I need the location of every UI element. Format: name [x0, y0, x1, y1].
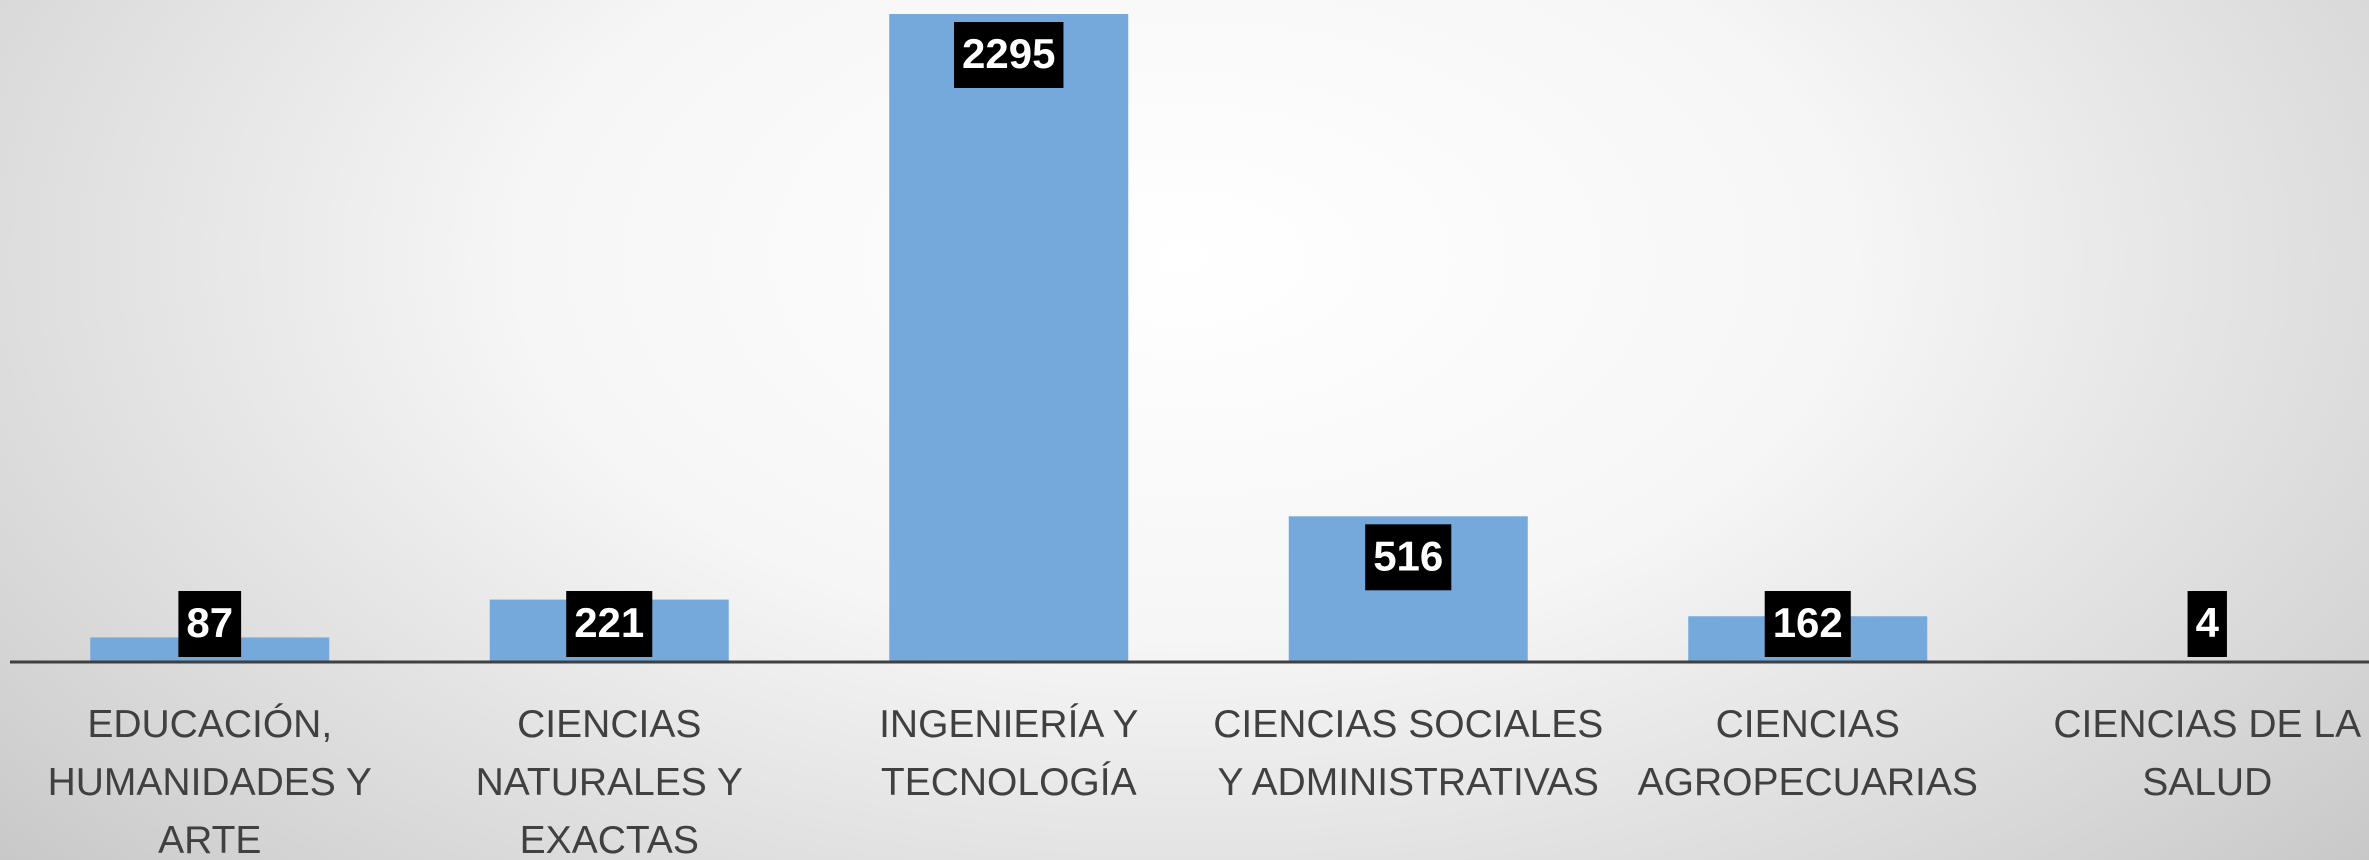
data-label: 221: [566, 591, 653, 657]
data-label: 87: [178, 591, 242, 657]
x-tick-label: CIENCIAS AGROPECUARIAS: [1637, 703, 1978, 804]
data-label-text: 2295: [962, 30, 1055, 77]
data-label-box: [1764, 591, 1851, 657]
data-label-text: 87: [186, 599, 233, 646]
data-label: 4: [2187, 591, 2227, 657]
data-label: 2295: [954, 22, 1064, 88]
x-tick-label: CIENCIAS NATURALES Y EXACTAS: [475, 703, 743, 860]
data-label: 162: [1764, 591, 1851, 657]
data-label-box: [2187, 591, 2227, 657]
data-label-box: [954, 22, 1064, 88]
data-label-text: 4: [2196, 599, 2220, 646]
data-label-text: 221: [574, 599, 644, 646]
data-label-box: [178, 591, 242, 657]
x-tick-label: CIENCIAS DE LA SALUD: [2053, 703, 2362, 804]
bar: [889, 14, 1129, 662]
x-tick-label: INGENIERÍA Y TECNOLOGÍA: [879, 703, 1139, 804]
data-label: 516: [1365, 524, 1452, 591]
data-label-box: [566, 591, 653, 657]
x-tick-label: CIENCIAS SOCIALES Y ADMINISTRATIVAS: [1213, 703, 1604, 804]
x-tick-label: EDUCACIÓN, HUMANIDADES Y ARTE: [47, 703, 372, 860]
data-label-text: 516: [1373, 532, 1443, 579]
data-label-text: 162: [1773, 599, 1843, 646]
data-label-box: [1365, 524, 1452, 591]
